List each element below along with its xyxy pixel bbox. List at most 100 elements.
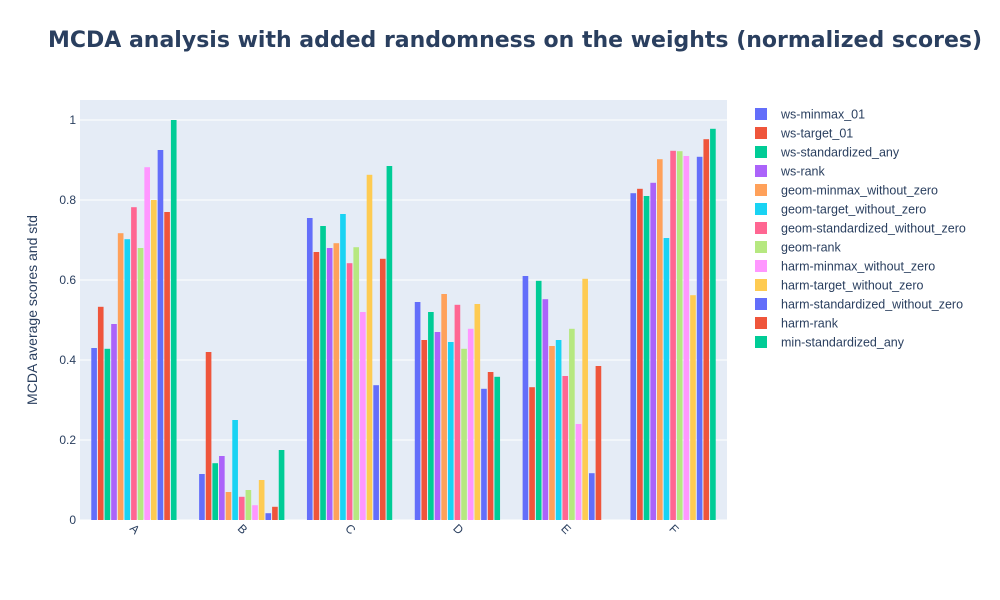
bar[interactable] — [360, 312, 366, 520]
bar[interactable] — [549, 346, 555, 520]
bar[interactable] — [461, 348, 467, 520]
bar[interactable] — [238, 496, 245, 520]
legend-label: ws-minmax_01 — [780, 108, 865, 122]
bar[interactable] — [212, 463, 219, 520]
bar[interactable] — [104, 348, 111, 520]
bar[interactable] — [690, 295, 696, 520]
bar[interactable] — [575, 424, 582, 520]
bar[interactable] — [258, 480, 265, 520]
bar[interactable] — [346, 263, 353, 520]
legend-item[interactable]: ws-minmax_01 — [755, 108, 865, 122]
bar[interactable] — [441, 294, 447, 520]
legend-item[interactable]: geom-target_without_zero — [755, 203, 926, 217]
legend-swatch — [755, 317, 767, 329]
bar[interactable] — [265, 513, 272, 520]
bar[interactable] — [151, 200, 157, 520]
legend-swatch — [755, 260, 767, 272]
bar[interactable] — [454, 304, 461, 520]
bar[interactable] — [643, 196, 650, 520]
bar[interactable] — [320, 226, 326, 520]
bar[interactable] — [555, 340, 562, 520]
bar[interactable] — [569, 328, 575, 520]
bar[interactable] — [199, 474, 205, 520]
plot-area — [80, 100, 727, 520]
bar[interactable] — [97, 306, 104, 520]
bar[interactable] — [481, 388, 487, 520]
legend-swatch — [755, 222, 767, 234]
bar[interactable] — [582, 278, 588, 520]
bar[interactable] — [205, 352, 212, 520]
legend-item[interactable]: geom-rank — [755, 241, 841, 255]
bar[interactable] — [333, 243, 340, 520]
legend-item[interactable]: harm-target_without_zero — [755, 279, 923, 293]
bar[interactable] — [588, 473, 595, 520]
bar[interactable] — [353, 247, 360, 520]
legend-item[interactable]: harm-rank — [755, 317, 839, 331]
bar[interactable] — [252, 505, 258, 520]
bar[interactable] — [529, 387, 535, 520]
bar[interactable] — [542, 299, 549, 520]
bar[interactable] — [447, 342, 454, 520]
legend-item[interactable]: harm-minmax_without_zero — [755, 260, 935, 274]
bar[interactable] — [494, 376, 501, 520]
bar[interactable] — [124, 239, 131, 520]
legend-item[interactable]: ws-target_01 — [755, 127, 853, 141]
legend-item[interactable]: ws-standardized_any — [755, 146, 900, 160]
bar[interactable] — [117, 233, 124, 520]
bar[interactable] — [683, 156, 690, 520]
bar[interactable] — [487, 372, 494, 520]
bar[interactable] — [245, 490, 252, 520]
bar[interactable] — [434, 332, 441, 520]
legend-label: ws-target_01 — [780, 127, 853, 141]
bar[interactable] — [676, 151, 683, 520]
legend-item[interactable]: geom-standardized_without_zero — [755, 222, 966, 236]
bar[interactable] — [703, 139, 710, 520]
bar[interactable] — [340, 214, 346, 520]
bar[interactable] — [170, 120, 177, 520]
legend-item[interactable]: min-standardized_any — [755, 336, 905, 350]
bar[interactable] — [91, 348, 97, 520]
bar[interactable] — [131, 207, 137, 520]
bar[interactable] — [144, 167, 151, 520]
bar[interactable] — [696, 156, 703, 521]
bar[interactable] — [467, 328, 474, 520]
bar[interactable] — [313, 252, 320, 520]
bar[interactable] — [421, 340, 428, 520]
legend-item[interactable]: ws-rank — [755, 165, 826, 179]
bar[interactable] — [306, 218, 313, 520]
legend-swatch — [755, 127, 767, 139]
bar[interactable] — [366, 174, 373, 521]
bar[interactable] — [232, 420, 238, 520]
bar[interactable] — [562, 376, 569, 520]
bar[interactable] — [710, 128, 716, 521]
bar[interactable] — [157, 150, 164, 520]
bar[interactable] — [663, 238, 670, 520]
bar[interactable] — [379, 258, 386, 520]
legend-item[interactable]: geom-minmax_without_zero — [755, 184, 938, 198]
bar[interactable] — [595, 366, 602, 520]
legend[interactable]: ws-minmax_01 ws-target_01 ws-standardized_… — [755, 108, 966, 350]
bar[interactable] — [428, 312, 434, 520]
bar[interactable] — [164, 212, 170, 520]
bar[interactable] — [650, 182, 656, 521]
y-tick-label: 1 — [69, 113, 76, 127]
bar[interactable] — [656, 159, 663, 520]
bar[interactable] — [386, 166, 393, 520]
bar[interactable] — [373, 385, 379, 520]
bar[interactable] — [272, 506, 278, 520]
bar[interactable] — [414, 302, 421, 520]
legend-item[interactable]: harm-standardized_without_zero — [755, 298, 963, 312]
bar[interactable] — [278, 450, 285, 520]
bar[interactable] — [225, 492, 232, 520]
legend-swatch — [755, 184, 767, 196]
bar[interactable] — [474, 304, 481, 520]
bar[interactable] — [630, 193, 637, 520]
bar[interactable] — [535, 280, 542, 520]
bar[interactable] — [137, 248, 144, 520]
bar[interactable] — [111, 324, 117, 520]
bar[interactable] — [219, 456, 225, 520]
bar[interactable] — [326, 248, 333, 520]
bar[interactable] — [522, 276, 529, 520]
bar[interactable] — [637, 188, 643, 521]
bar[interactable] — [670, 150, 676, 521]
